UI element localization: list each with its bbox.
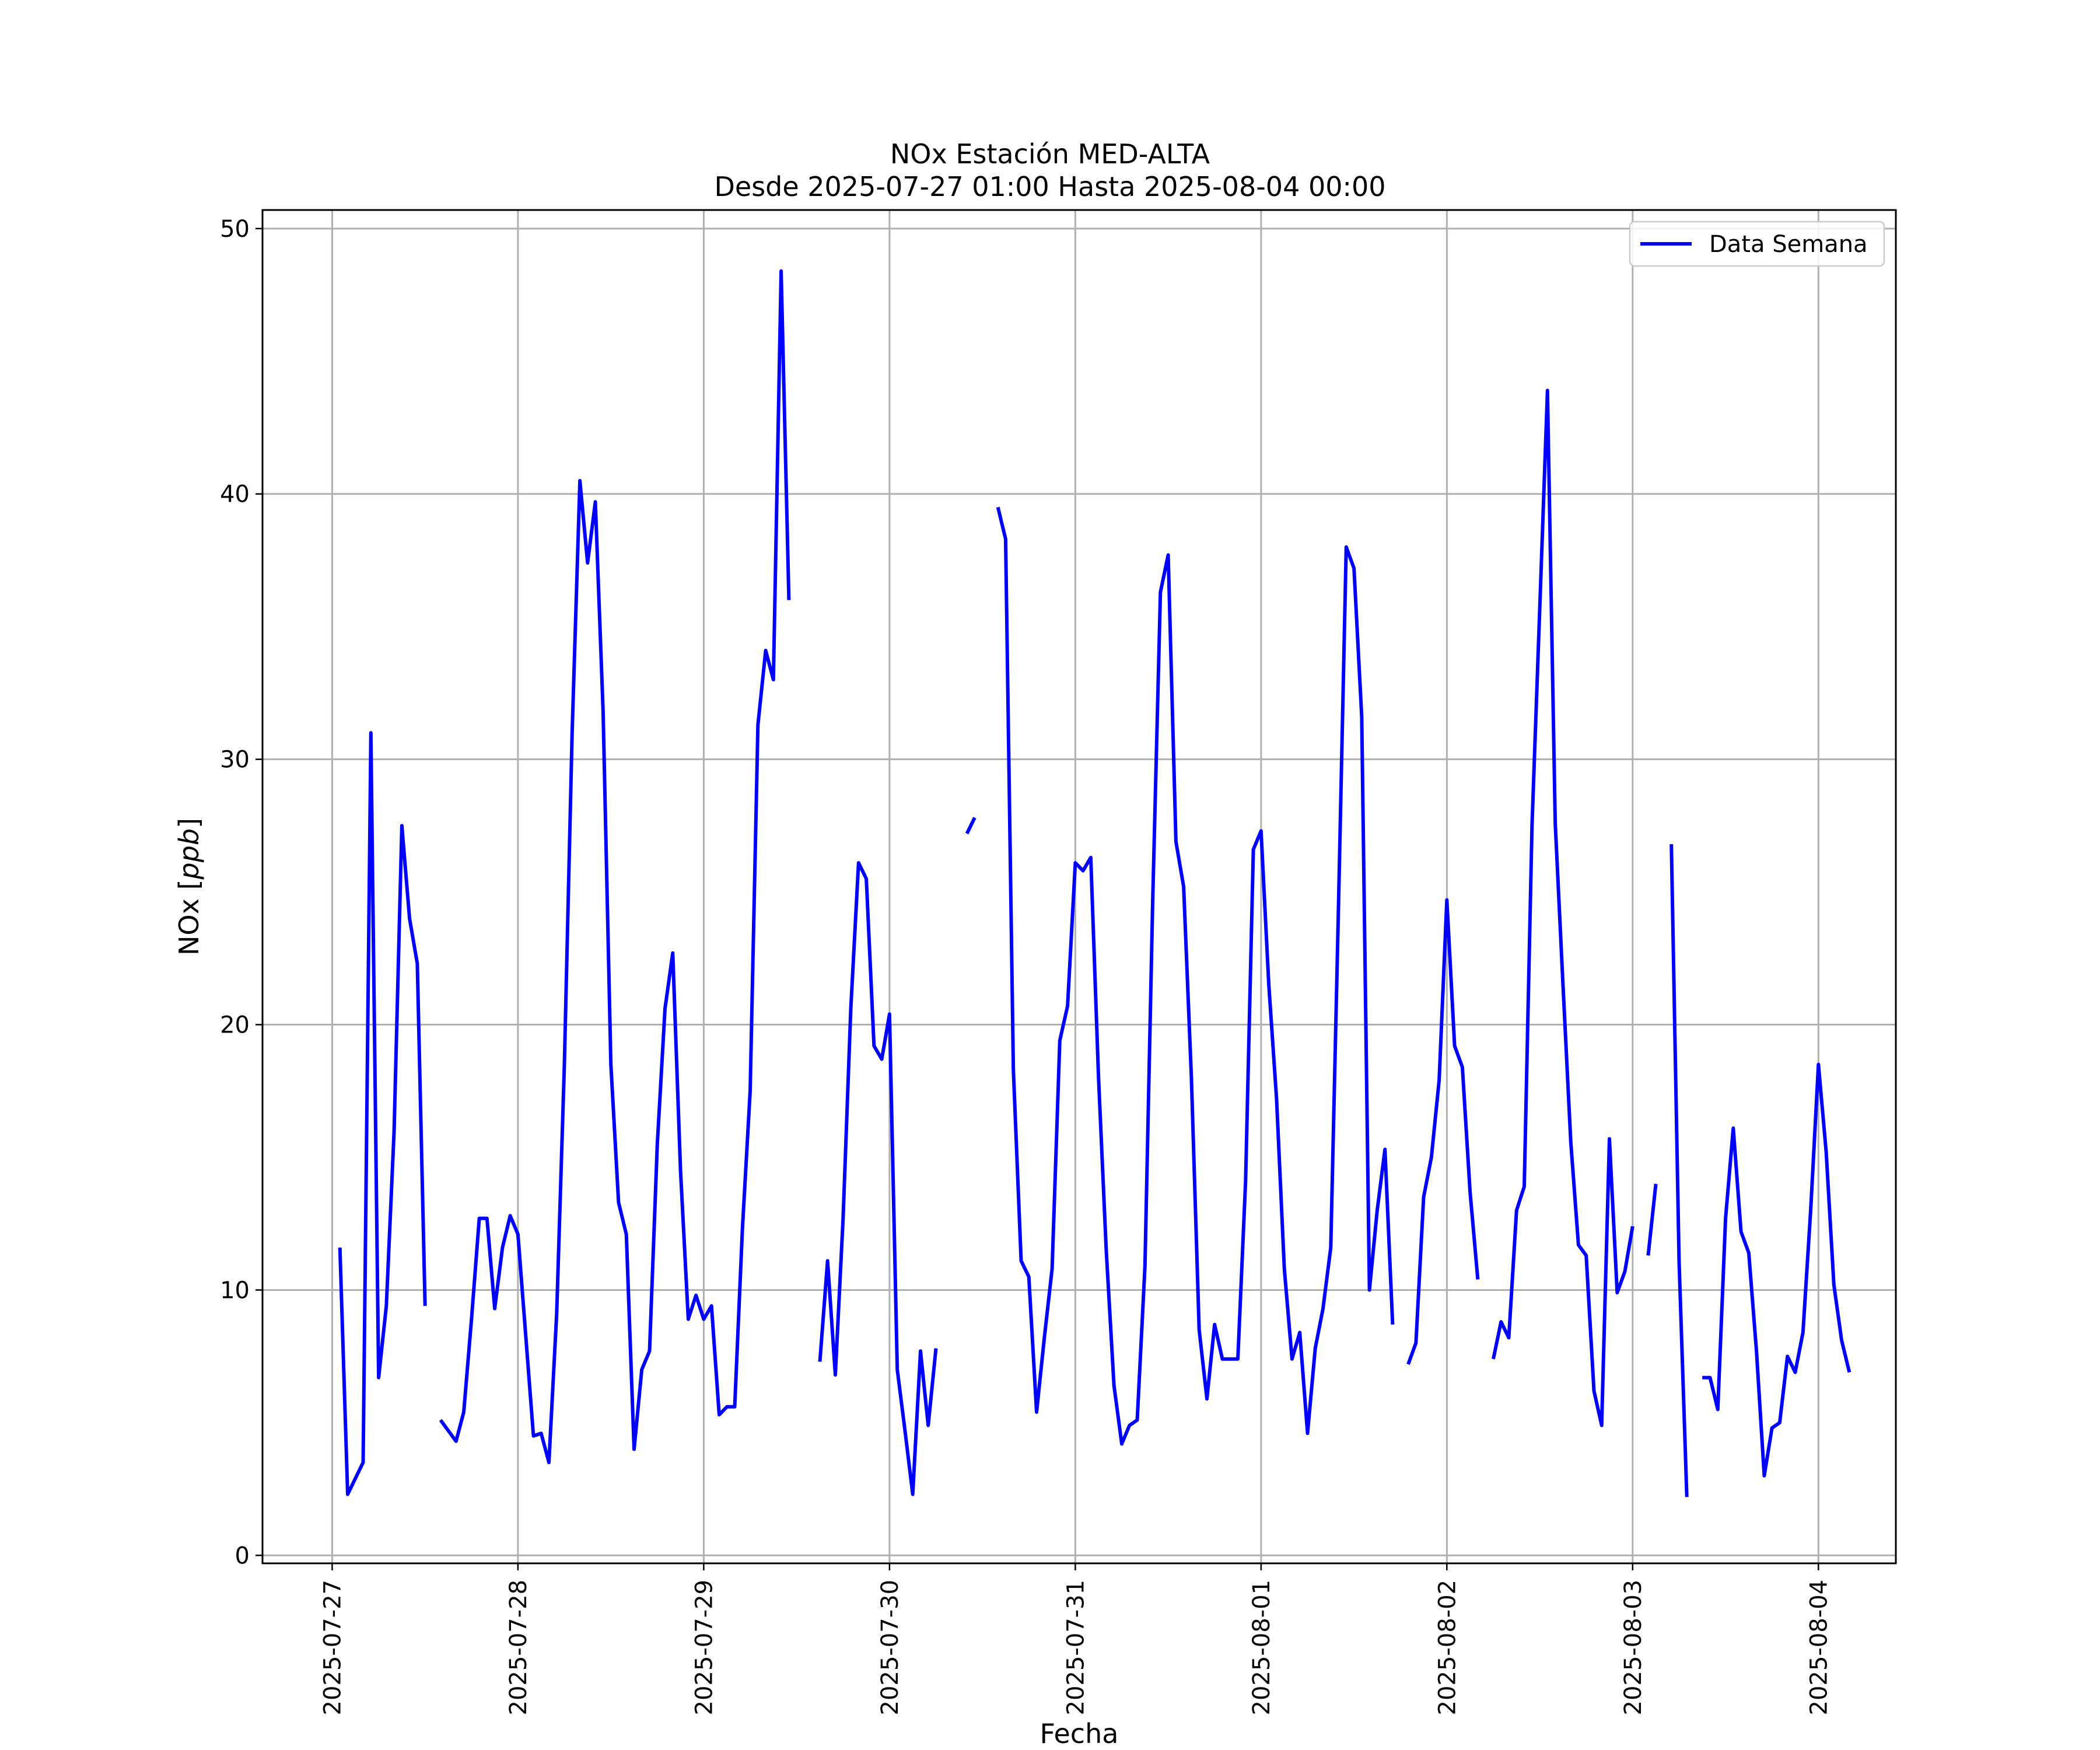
x-tick-label: 2025-07-30 <box>877 1580 904 1715</box>
y-axis-ticks: 0 10 20 30 40 50 <box>220 216 262 1569</box>
series-line-segment <box>338 731 427 1496</box>
series-line-segment <box>1646 1184 1658 1256</box>
y-axis-label-close: ] <box>173 818 205 828</box>
series-line-segment <box>1492 388 1634 1427</box>
x-tick-label: 2025-08-01 <box>1248 1580 1275 1715</box>
series-line-segment <box>1670 844 1689 1497</box>
y-tick-label: 40 <box>220 481 250 508</box>
y-axis-label: NOx [ppb] <box>173 818 205 956</box>
series-line-segment <box>818 861 938 1496</box>
series-lines <box>338 269 1852 1497</box>
plot-frame <box>261 209 1897 1564</box>
x-tick-label: 2025-08-02 <box>1434 1580 1461 1715</box>
legend-label-data-semana: Data Semana <box>1709 231 1868 258</box>
x-axis-ticks: 2025-07-27 2025-07-28 2025-07-29 2025-07-30… <box>319 1563 1832 1715</box>
x-tick-label: 2025-07-31 <box>1062 1580 1089 1715</box>
x-tick-label: 2025-08-04 <box>1805 1580 1832 1715</box>
x-tick-label: 2025-07-27 <box>319 1580 346 1715</box>
y-tick-label: 20 <box>220 1012 250 1039</box>
series-line-segment <box>996 506 1395 1446</box>
x-tick-label: 2025-08-03 <box>1620 1580 1647 1715</box>
y-tick-label: 10 <box>220 1277 250 1304</box>
chart-title: NOx Estación MED-ALTA <box>890 138 1210 170</box>
y-tick-label: 0 <box>235 1542 250 1569</box>
chart-subtitle: Desde 2025-07-27 01:00 Hasta 2025-08-04 … <box>714 171 1385 202</box>
y-axis-label-text: NOx [ <box>173 880 205 956</box>
series-line-segment <box>439 269 791 1465</box>
series-line-segment <box>965 817 977 835</box>
y-tick-label: 50 <box>220 216 250 243</box>
legend: Data Semana <box>1629 220 1885 267</box>
x-tick-label: 2025-07-28 <box>505 1580 532 1715</box>
y-axis-label-unit: ppb <box>173 828 205 880</box>
legend-box <box>1629 220 1885 267</box>
x-tick-label: 2025-07-29 <box>691 1580 718 1715</box>
series-line-segment <box>1702 1062 1852 1478</box>
x-axis-label: Fecha <box>1040 1718 1119 1749</box>
series-line-segment <box>1406 898 1480 1365</box>
y-tick-label: 30 <box>220 747 250 774</box>
